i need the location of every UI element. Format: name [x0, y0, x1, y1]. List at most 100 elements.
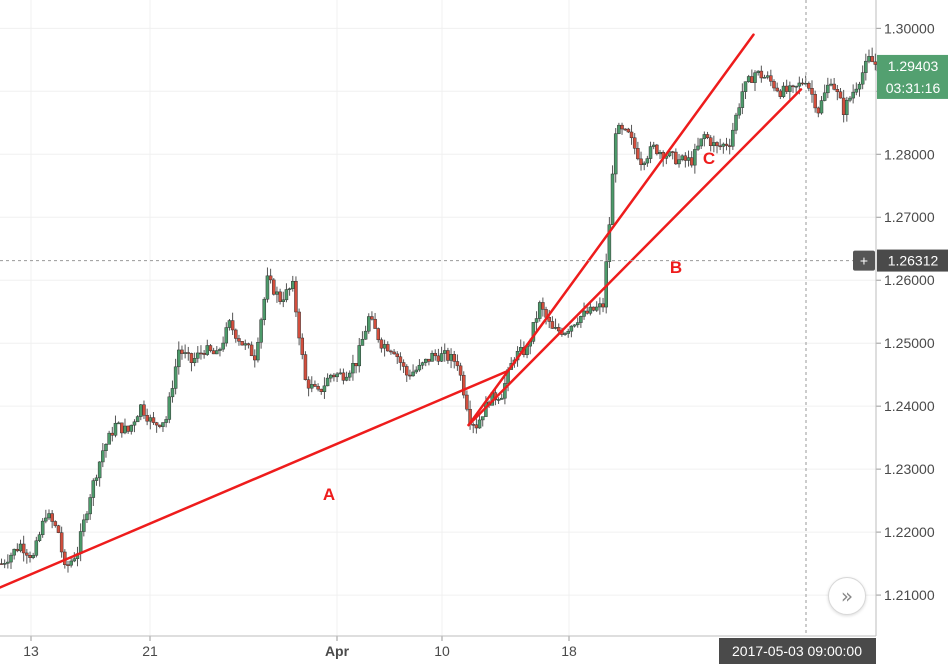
candle-body [816, 107, 821, 114]
candle [338, 368, 343, 375]
candle [860, 65, 865, 90]
candle-body [572, 324, 577, 327]
candle [550, 316, 555, 329]
candle [281, 291, 286, 308]
candle-body [9, 554, 13, 563]
candle-body [50, 513, 54, 522]
candle [813, 90, 817, 113]
candle [401, 359, 406, 373]
candle-body [82, 519, 86, 532]
candle-body [319, 388, 324, 392]
candle [395, 351, 399, 364]
trendline-a[interactable] [0, 370, 508, 589]
candle-body [465, 394, 469, 410]
candle-body [259, 319, 263, 343]
candle [427, 358, 431, 366]
candle [607, 217, 612, 269]
candle-body [841, 97, 846, 115]
candle [85, 511, 89, 524]
scroll-to-realtime-button[interactable]: » [828, 577, 866, 615]
candle-body [316, 386, 320, 390]
candle-body [734, 114, 738, 131]
y-tick-label: 1.25000 [884, 335, 935, 351]
candle-body [822, 92, 827, 101]
candle-body [639, 158, 643, 165]
candle [272, 278, 276, 296]
candle-body [56, 525, 61, 533]
candle [319, 388, 324, 395]
candle [173, 358, 178, 395]
trendline-b[interactable] [467, 88, 803, 427]
candle-body [59, 532, 64, 553]
candle-body [496, 399, 501, 401]
candle-body [585, 310, 589, 314]
candle [379, 337, 384, 353]
candle [693, 143, 697, 174]
candle-body [471, 424, 475, 426]
candle-body [167, 396, 172, 420]
candle [670, 150, 675, 160]
candle [69, 557, 73, 568]
candle-body [148, 417, 153, 422]
candle-body [303, 354, 308, 380]
candle [363, 325, 368, 340]
candle-body [689, 157, 694, 166]
candle [382, 339, 387, 357]
candle-body [651, 144, 656, 147]
candle [718, 138, 722, 151]
candle-body [88, 497, 92, 515]
candle [841, 89, 846, 123]
candle-body [724, 143, 729, 146]
candle-body [778, 90, 783, 97]
candle [680, 154, 684, 162]
candle-body [810, 88, 814, 95]
candle-body [104, 444, 108, 451]
candle [775, 82, 779, 93]
candle [531, 322, 536, 345]
candle [161, 422, 165, 432]
x-tick-label: 10 [434, 643, 450, 659]
candle-body [221, 342, 225, 350]
candle [610, 165, 615, 225]
candle [129, 424, 134, 435]
candle [433, 349, 437, 361]
candle-body [123, 425, 127, 434]
candle-body [284, 289, 289, 301]
candle [721, 142, 726, 154]
candle [284, 283, 289, 303]
candle-body [386, 344, 390, 352]
candle [746, 74, 751, 83]
candle [240, 341, 244, 346]
candle [180, 345, 184, 360]
candle-body [430, 352, 434, 362]
crosshair-plus-button[interactable] [853, 250, 875, 271]
y-tick-label: 1.22000 [884, 524, 935, 540]
candle-body [370, 316, 374, 320]
candle [234, 328, 238, 343]
candle [291, 275, 295, 292]
candle-body [183, 352, 187, 354]
candle [199, 345, 203, 360]
crosshair-price-badge [877, 249, 948, 272]
candle [873, 53, 878, 71]
y-tick-label: 1.27000 [884, 209, 935, 225]
candle-body [338, 372, 343, 375]
candle-body [240, 341, 244, 346]
trendline-c[interactable] [467, 33, 755, 427]
candle [237, 334, 241, 346]
candle-body [648, 146, 653, 159]
candle [474, 418, 479, 434]
candle [617, 122, 621, 135]
candle-body [208, 345, 213, 351]
candle [398, 352, 403, 371]
candle [594, 301, 599, 313]
candle [800, 78, 805, 86]
candle-body [281, 299, 286, 302]
candle-body [449, 354, 453, 361]
candle [287, 287, 292, 296]
candle [575, 317, 580, 328]
candle-body [129, 424, 134, 432]
candle-body [180, 349, 184, 354]
